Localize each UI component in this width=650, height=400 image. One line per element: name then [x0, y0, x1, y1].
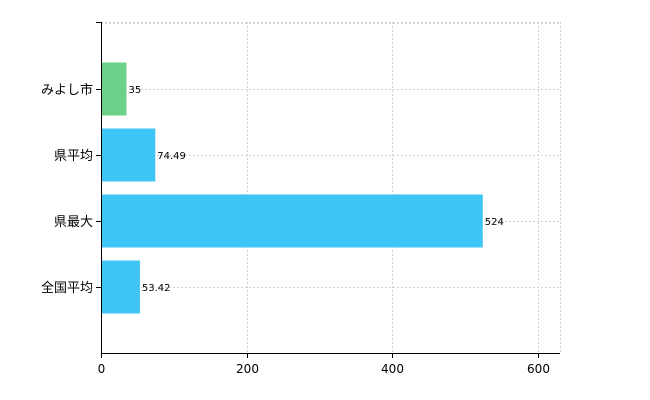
value-label-1: 74.49 [157, 151, 186, 162]
x-tick-label-1: 200 [236, 362, 259, 376]
grid-lines [101, 22, 561, 353]
axes [101, 22, 560, 354]
bar-2 [102, 194, 483, 248]
value-label-3: 53.42 [142, 283, 171, 294]
category-label-1: 県平均 [54, 149, 93, 164]
bar-3 [102, 260, 140, 314]
value-label-0: 35 [129, 85, 142, 96]
x-tick-label-2: 400 [381, 362, 404, 376]
bar-1 [102, 128, 156, 182]
category-label-3: 全国平均 [41, 280, 93, 296]
category-label-2: 県最大 [54, 215, 93, 230]
category-label-0: みよし市 [41, 82, 93, 98]
labels: みよし市 35 県平均 74.49 県最大 524 全国平均 53.42 0 200 400 600 [41, 22, 550, 376]
bar-0 [102, 62, 127, 116]
bars [102, 62, 483, 314]
x-tick-label-3: 600 [527, 362, 550, 376]
value-label-2: 524 [485, 217, 504, 228]
x-tick-label-0: 0 [98, 362, 106, 376]
